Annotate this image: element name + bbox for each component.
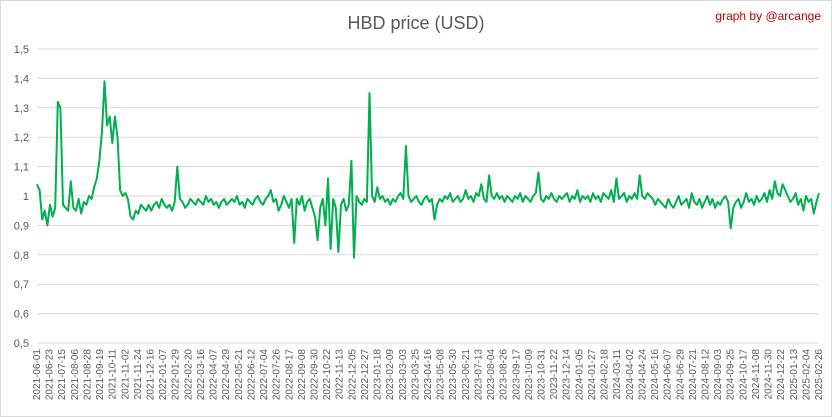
x-tick-label: 2022-04-07 (209, 349, 220, 401)
x-tick-label: 2024-06-29 (675, 349, 686, 401)
x-tick-label: 2021-07-15 (57, 349, 68, 401)
y-tick-label: 0,9 (14, 220, 29, 232)
x-tick-label: 2024-11-30 (764, 349, 775, 400)
x-tick-label: 2024-09-03 (713, 349, 724, 401)
x-tick-label: 2024-07-21 (688, 349, 699, 401)
x-tick-label: 2021-10-11 (108, 349, 119, 400)
y-tick-label: 0,5 (14, 338, 29, 350)
x-tick-label: 2024-04-24 (637, 349, 648, 401)
chart-credit: graph by @arcange (715, 9, 821, 23)
x-tick-label: 2023-10-09 (524, 349, 535, 401)
x-tick-label: 2022-01-29 (171, 349, 182, 401)
x-tick-label: 2021-08-06 (70, 349, 81, 401)
x-tick-label: 2024-01-05 (574, 349, 585, 401)
x-tick-label: 2022-05-21 (234, 349, 245, 401)
x-tick-label: 2022-09-08 (297, 349, 308, 401)
x-tick-label: 2025-01-13 (789, 349, 800, 401)
x-tick-label: 2022-12-05 (347, 349, 358, 401)
series-line (36, 80, 820, 259)
x-tick-label: 2024-10-17 (738, 349, 749, 401)
x-tick-label: 2023-02-09 (385, 349, 396, 401)
x-tick-label: 2025-02-04 (801, 349, 812, 401)
y-tick-label: 0,6 (14, 309, 29, 321)
x-tick-label: 2023-11-22 (549, 349, 560, 400)
x-tick-label: 2023-03-03 (398, 349, 409, 401)
x-tick-label: 2023-01-18 (373, 349, 384, 401)
x-tick-label: 2022-03-16 (196, 349, 207, 401)
y-tick-label: 1 (23, 191, 29, 203)
x-tick-label: 2023-04-16 (423, 349, 434, 401)
x-tick-label: 2022-10-22 (322, 349, 333, 401)
x-tick-label: 2021-06-01 (32, 349, 43, 401)
x-tick-label: 2022-08-17 (284, 349, 295, 401)
x-tick-label: 2024-09-25 (726, 349, 737, 401)
x-tick-label: 2022-06-12 (246, 349, 257, 401)
x-tick-label: 2024-11-08 (751, 349, 762, 400)
x-tick-label: 2024-08-12 (700, 349, 711, 401)
x-tick-label: 2023-07-13 (473, 349, 484, 401)
x-tick-label: 2023-05-08 (436, 349, 447, 401)
x-tick-label: 2022-09-30 (309, 349, 320, 401)
x-tick-label: 2021-11-24 (133, 349, 144, 400)
y-tick-label: 0,8 (14, 250, 29, 262)
chart-title: HBD price (USD) (347, 13, 485, 33)
x-tick-label: 2022-12-27 (360, 349, 371, 401)
y-tick-label: 1,3 (14, 103, 29, 115)
x-tick-label: 2024-12-22 (776, 349, 787, 401)
x-tick-label: 2024-06-07 (663, 349, 674, 401)
x-tick-label: 2025-02-26 (814, 349, 825, 401)
y-tick-label: 1,4 (14, 73, 29, 85)
x-tick-label: 2021-12-16 (146, 349, 157, 401)
x-tick-label: 2023-03-25 (410, 349, 421, 401)
y-tick-label: 1,1 (14, 162, 29, 174)
x-tick-label: 2022-04-29 (221, 349, 232, 401)
x-tick-label: 2024-04-02 (625, 349, 636, 401)
x-tick-label: 2024-05-16 (650, 349, 661, 401)
x-tick-label: 2024-01-27 (587, 349, 598, 401)
x-tick-label: 2023-06-21 (461, 349, 472, 401)
x-tick-label: 2022-02-20 (183, 349, 194, 401)
x-tick-label: 2023-08-04 (486, 349, 497, 401)
y-tick-label: 1,2 (14, 132, 29, 144)
x-tick-label: 2023-12-14 (562, 349, 573, 401)
x-tick-label: 2021-08-28 (82, 349, 93, 401)
y-tick-label: 1,5 (14, 44, 29, 56)
y-tick-label: 0,7 (14, 279, 29, 291)
x-tick-label: 2022-11-13 (335, 349, 346, 400)
x-tick-label: 2022-07-04 (259, 349, 270, 401)
x-tick-label: 2023-05-30 (448, 349, 459, 401)
x-tick-label: 2021-11-02 (120, 349, 131, 400)
x-tick-label: 2021-09-19 (95, 349, 106, 401)
x-tick-label: 2024-02-18 (600, 349, 611, 401)
x-tick-label: 2022-01-07 (158, 349, 169, 401)
x-tick-label: 2021-06-23 (45, 349, 56, 401)
x-tick-label: 2024-03-11 (612, 349, 623, 400)
x-tick-label: 2022-07-26 (272, 349, 283, 401)
x-tick-label: 2023-10-31 (537, 349, 548, 401)
x-tick-label: 2023-09-17 (511, 349, 522, 401)
x-tick-label: 2023-08-26 (499, 349, 510, 401)
